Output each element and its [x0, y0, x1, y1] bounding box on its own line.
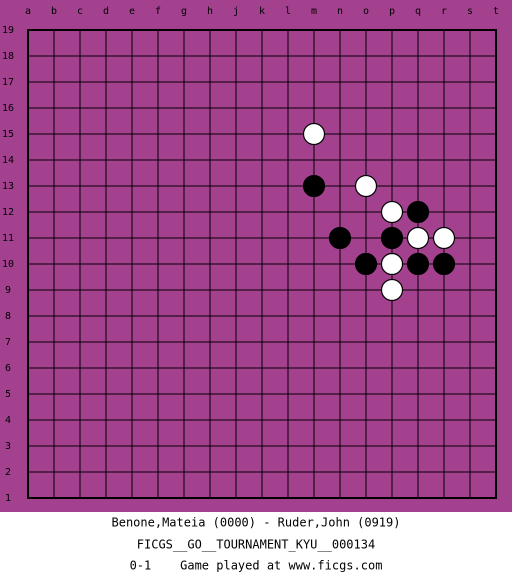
column-label: c — [77, 6, 83, 17]
column-label: t — [493, 6, 499, 17]
row-label: 5 — [5, 389, 11, 400]
row-label: 4 — [5, 415, 11, 426]
column-label: d — [103, 6, 109, 17]
row-label: 14 — [2, 155, 14, 166]
row-label: 16 — [2, 103, 14, 114]
row-label: 17 — [2, 77, 14, 88]
row-label: 18 — [2, 51, 14, 62]
white-stone — [432, 226, 456, 250]
column-label: n — [337, 6, 343, 17]
board-background — [0, 0, 512, 512]
column-label: k — [259, 6, 265, 17]
event: FICGS__GO__TOURNAMENT_KYU__000134 — [137, 538, 375, 552]
column-label: f — [155, 6, 161, 17]
row-label: 6 — [5, 363, 11, 374]
black-stone — [406, 252, 430, 276]
column-label: b — [51, 6, 57, 17]
row-label: 9 — [5, 285, 11, 296]
row-label: 3 — [5, 441, 11, 452]
column-label: r — [441, 6, 447, 17]
result: 0-1 Game played at www.ficgs.com — [130, 559, 383, 573]
row-label: 1 — [5, 493, 11, 504]
column-label: g — [181, 6, 187, 17]
row-label: 12 — [2, 207, 14, 218]
players: Benone,Mateia (0000) - Ruder,John (0919) — [112, 516, 401, 530]
column-label: h — [207, 6, 213, 17]
column-label: o — [363, 6, 369, 17]
black-stone — [302, 174, 326, 198]
white-stone — [302, 122, 326, 146]
stones — [302, 122, 456, 302]
row-label: 11 — [2, 233, 14, 244]
black-stone — [328, 226, 352, 250]
white-stone — [380, 252, 404, 276]
column-label: m — [311, 6, 317, 17]
column-label: q — [415, 6, 421, 17]
column-label: e — [129, 6, 135, 17]
column-label: s — [467, 6, 473, 17]
column-label: l — [285, 6, 291, 17]
black-stone — [406, 200, 430, 224]
row-label: 19 — [2, 25, 14, 36]
black-stone — [380, 226, 404, 250]
black-stone — [432, 252, 456, 276]
black-stone — [354, 252, 378, 276]
white-stone — [380, 278, 404, 302]
white-stone — [406, 226, 430, 250]
row-label: 13 — [2, 181, 14, 192]
white-stone — [380, 200, 404, 224]
white-stone — [354, 174, 378, 198]
column-label: j — [233, 6, 239, 17]
row-label: 8 — [5, 311, 11, 322]
row-label: 10 — [2, 259, 14, 270]
row-label: 2 — [5, 467, 11, 478]
coordinates: a b c d e f g h j k l m n o p q r s t191817161514131211109… — [2, 6, 499, 504]
column-label: p — [389, 6, 395, 17]
column-label: a — [25, 6, 31, 17]
row-label: 7 — [5, 337, 11, 348]
grid — [27, 29, 497, 499]
row-label: 15 — [2, 129, 14, 140]
